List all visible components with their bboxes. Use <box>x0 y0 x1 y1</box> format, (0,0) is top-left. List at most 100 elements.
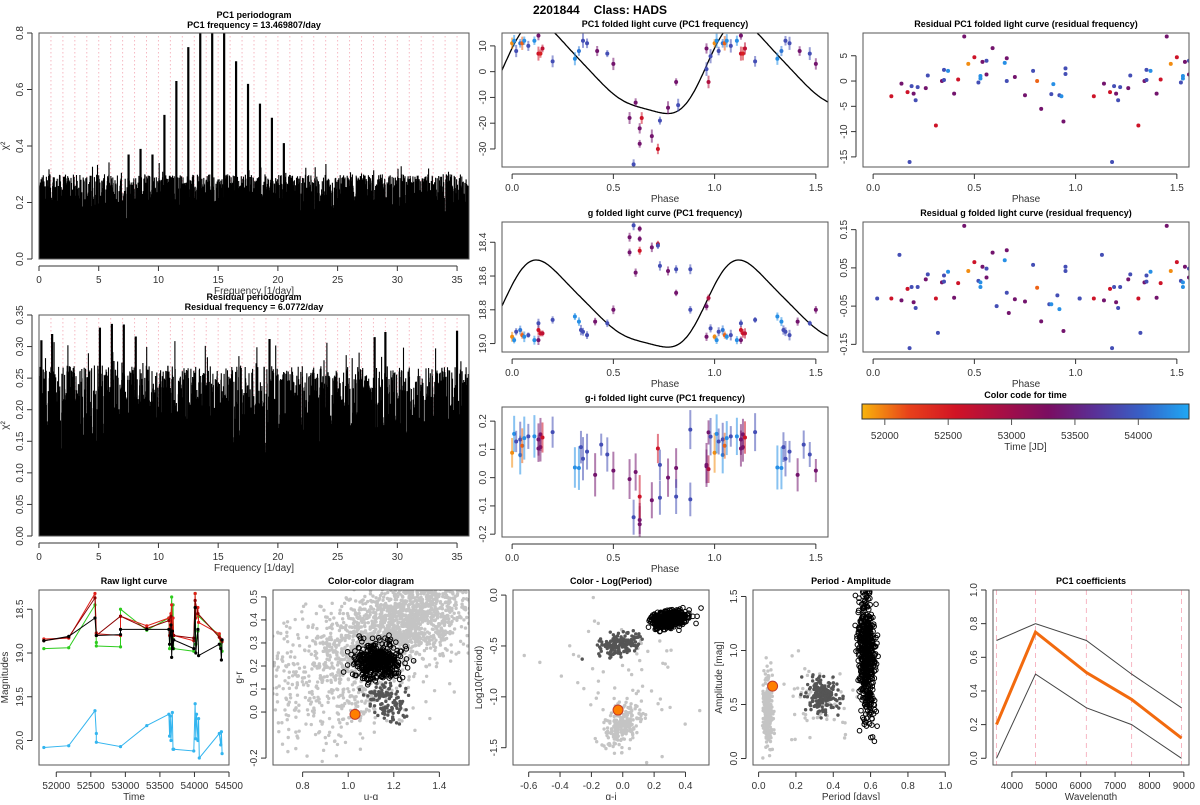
reference-star-point <box>302 683 305 686</box>
data-point <box>1118 285 1122 289</box>
reference-star-point <box>254 701 257 704</box>
reference-star-point <box>419 596 422 599</box>
reference-star-point <box>375 699 378 702</box>
data-point <box>753 430 757 434</box>
data-point <box>739 338 743 342</box>
reference-star-point <box>822 675 825 678</box>
data-point <box>1102 298 1106 302</box>
data-point <box>934 124 938 128</box>
reference-star-point <box>595 740 598 743</box>
reference-star-point <box>370 631 373 634</box>
reference-star-point <box>600 650 603 653</box>
reference-star-point <box>838 672 841 675</box>
data-point <box>899 82 903 86</box>
data-point <box>798 49 802 53</box>
data-point <box>1049 92 1053 96</box>
reference-star-point <box>333 740 336 743</box>
data-point <box>783 330 787 334</box>
data-point <box>522 335 526 339</box>
reference-star-point <box>356 700 359 703</box>
data-point <box>707 467 711 471</box>
reference-star-point <box>343 639 346 642</box>
reference-star-point <box>409 609 412 612</box>
data-point <box>688 308 692 312</box>
reference-star-point <box>287 703 290 706</box>
data-point <box>709 54 713 58</box>
reference-star-point <box>324 736 327 739</box>
reference-star-point <box>368 562 371 565</box>
reference-star-point <box>287 714 290 717</box>
reference-star-point <box>373 731 376 734</box>
reference-star-point <box>438 583 441 586</box>
reference-star-point <box>491 551 494 554</box>
reference-star-point <box>631 689 634 692</box>
reference-star-point <box>487 581 490 584</box>
reference-star-point <box>411 607 414 610</box>
reference-star-point <box>298 644 301 647</box>
data-point <box>1092 94 1096 98</box>
data-point <box>796 320 800 324</box>
reference-star-point <box>337 656 340 659</box>
reference-star-point <box>432 645 435 648</box>
data-point <box>1179 81 1183 85</box>
series-point-u <box>195 713 198 716</box>
reference-star-point <box>413 614 416 617</box>
y-axis-label: g-r <box>234 671 245 684</box>
periodogram-floor <box>39 476 469 536</box>
data-point <box>1005 79 1009 83</box>
reference-star-point <box>619 639 622 642</box>
data-point <box>914 306 918 310</box>
reference-star-point <box>395 687 398 690</box>
reference-star-point <box>354 625 357 628</box>
reference-star-point <box>397 614 400 617</box>
data-point <box>715 39 719 43</box>
y-tick-label: -5 <box>839 101 850 110</box>
reference-star-point <box>601 643 604 646</box>
series-point-u <box>219 743 222 746</box>
reference-star-point <box>425 643 428 646</box>
reference-star-point <box>419 623 422 626</box>
series-point-r <box>197 621 200 624</box>
data-point <box>628 477 632 481</box>
reference-star-point <box>439 643 442 646</box>
reference-star-point <box>322 749 325 752</box>
reference-star-point <box>327 690 330 693</box>
data-point <box>1005 248 1009 252</box>
reference-star-point <box>631 718 634 721</box>
reference-star-point <box>283 679 286 682</box>
reference-star-point <box>469 578 472 581</box>
reference-star-point <box>412 625 415 628</box>
reference-star-point <box>459 640 462 643</box>
y-tick-label: 0.0 <box>478 470 489 484</box>
reference-star-point <box>341 688 344 691</box>
reference-star-point <box>404 602 407 605</box>
reference-star-point <box>328 731 331 734</box>
reference-star-point <box>235 714 238 717</box>
data-point <box>522 39 526 43</box>
reference-star-point <box>626 631 629 634</box>
reference-star-point <box>475 598 478 601</box>
data-point <box>725 335 729 339</box>
y-tick-label: 0.3 <box>249 636 260 650</box>
data-point <box>743 46 747 50</box>
reference-star-point <box>640 668 643 671</box>
reference-star-point <box>365 613 368 616</box>
reference-star-point <box>409 597 412 600</box>
reference-star-point <box>347 598 350 601</box>
reference-star-point <box>277 721 280 724</box>
reference-star-point <box>379 603 382 606</box>
reference-star-point <box>769 748 772 751</box>
reference-star-point <box>433 593 436 596</box>
reference-star-point <box>476 579 479 582</box>
series-point-z <box>169 623 172 626</box>
reference-star-point <box>232 661 235 664</box>
reference-star-point <box>469 598 472 601</box>
series-point-i <box>167 619 170 622</box>
reference-star-point <box>368 709 371 712</box>
reference-star-point <box>477 591 480 594</box>
reference-star-point <box>268 726 271 729</box>
reference-star-point <box>639 635 642 638</box>
reference-star-point <box>297 637 300 640</box>
reference-star-point <box>373 615 376 618</box>
reference-star-point <box>381 598 384 601</box>
